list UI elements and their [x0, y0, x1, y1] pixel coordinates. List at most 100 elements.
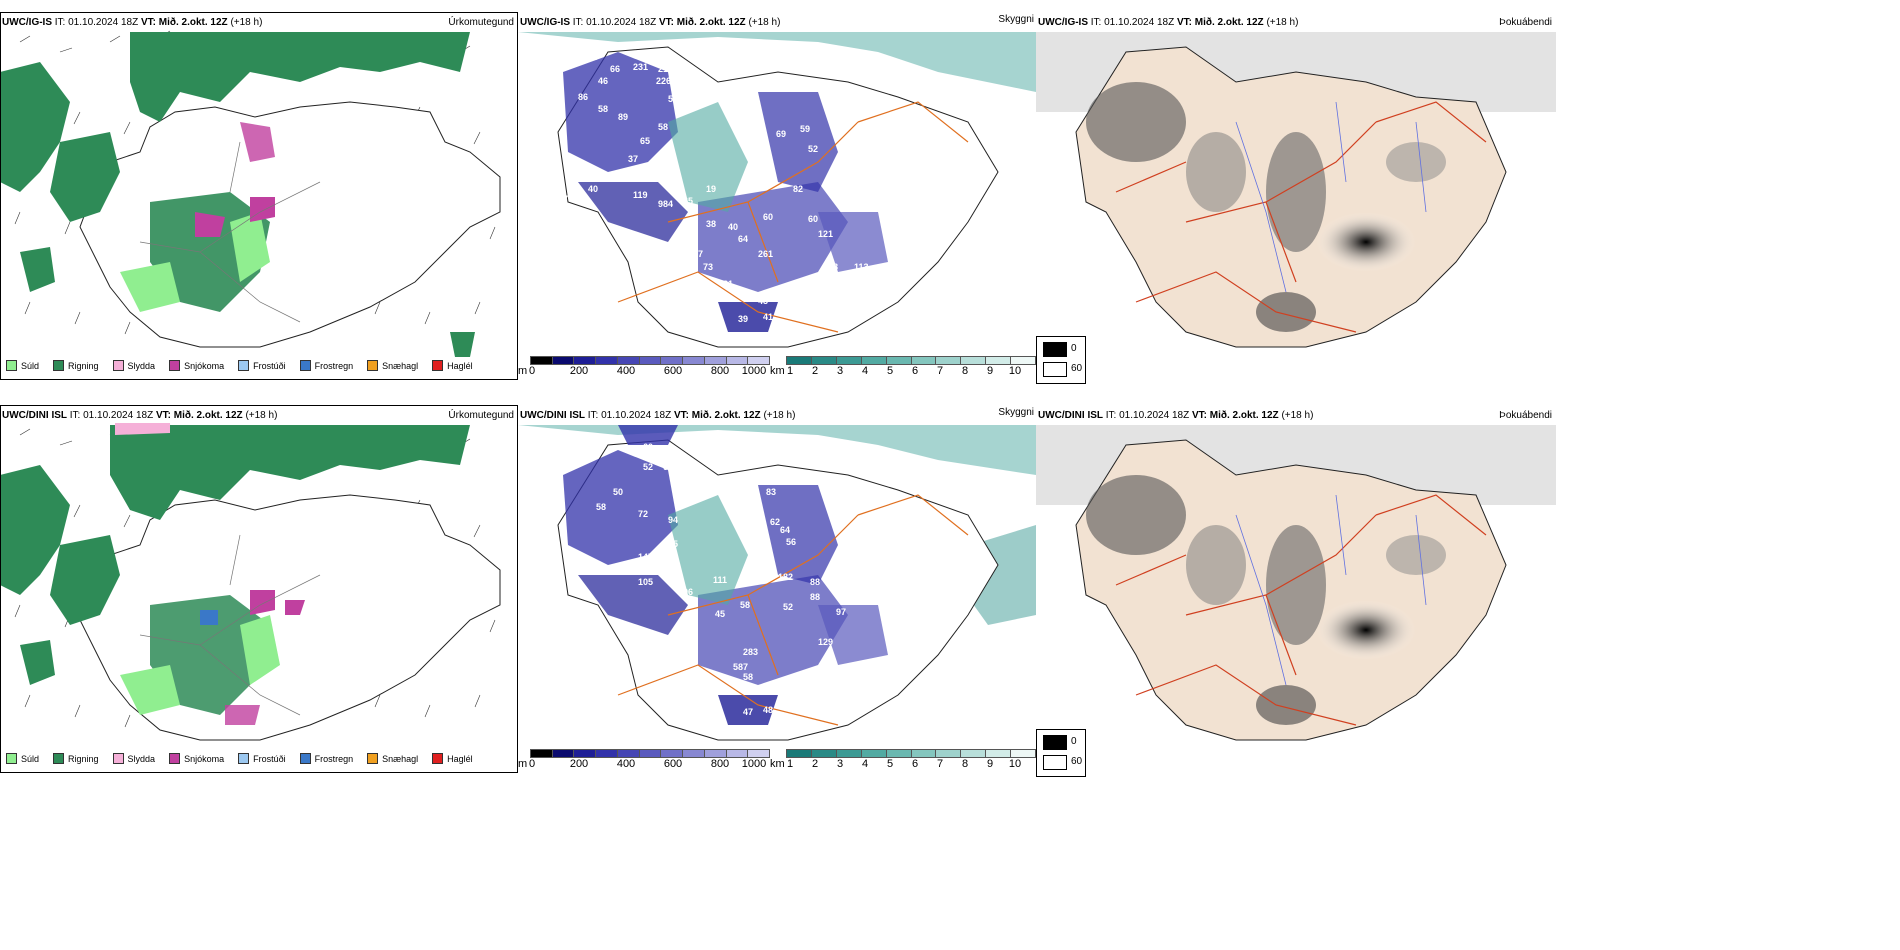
cloud-height-label: 52	[643, 462, 653, 472]
fog-legend-bottom: 0 60	[1036, 729, 1086, 777]
cloud-height-label: 58	[598, 104, 608, 114]
cloud-height-label: 97	[836, 607, 846, 617]
legend-item-frostudi: Frostúði	[238, 360, 286, 371]
cloud-height-label: 121	[818, 229, 833, 239]
legend-item-snaehagl: Snæhagl	[367, 753, 418, 764]
valid-label: VT:	[140, 17, 156, 28]
fog-legend-white	[1043, 755, 1067, 770]
cloud-height-label: 38	[706, 219, 716, 229]
precip-map-bottom	[0, 423, 501, 741]
panel-header: UWC/DINI ISL IT: 01.10.2024 18Z VT: Mið.…	[2, 410, 278, 421]
cloud-height-label: 40	[728, 222, 738, 232]
cloud-height-label: 96	[683, 587, 693, 597]
cloud-height-label: 147	[638, 552, 653, 562]
cloud-height-label: 47	[558, 194, 568, 204]
legend-item-snjokoma: Snjókoma	[169, 753, 224, 764]
legend-item-snjokoma: Snjókoma	[169, 360, 224, 371]
fog-legend-black	[1043, 735, 1067, 750]
cloud-height-label: 37	[628, 154, 638, 164]
cloud-height-label: 54	[668, 94, 678, 104]
cloud-height-label: 75	[668, 539, 678, 549]
legend-item-rigning: Rigning	[53, 360, 99, 371]
cloud-height-label: 231	[633, 62, 648, 72]
cloud-height-label: 58	[740, 600, 750, 610]
precip-areas	[0, 32, 475, 357]
cloud-height-label: 283	[743, 647, 758, 657]
cloud-height-label: 52	[808, 144, 818, 154]
precip-legend: Súld Rigning Slydda Snjókoma Frostúði Fr…	[6, 360, 473, 371]
precip-legend: Súld Rigning Slydda Snjókoma Frostúði Fr…	[6, 753, 473, 764]
legend-item-hagel: Haglél	[432, 360, 473, 371]
height-scale-top: m 0 200 400 600 800 1000	[518, 356, 770, 378]
cloud-height-label: 58	[658, 122, 668, 132]
init-time: IT: 01.10.2024 18Z	[54, 17, 139, 28]
cloud-height-label: 76	[588, 52, 598, 62]
cloud-height-label: 984	[658, 199, 673, 209]
cloud-height-label: 39	[738, 314, 748, 324]
model-name: UWC/IG-IS	[2, 17, 52, 28]
cloud-height-label: 64	[738, 234, 748, 244]
cloud-height-label: 86	[578, 92, 588, 102]
legend-swatch	[6, 360, 17, 371]
cloud-height-label: 188	[823, 262, 838, 272]
cloud-height-label: 82	[793, 184, 803, 194]
cloud-height-label: 19	[706, 184, 716, 194]
fog-legend-white	[1043, 362, 1067, 377]
cloud-height-label: 105	[638, 577, 653, 587]
cloud-height-label: 40	[588, 184, 598, 194]
cloud-height-label: 65	[640, 136, 650, 146]
panel-header: UWC/DINI ISL IT: 01.10.2024 18Z VT: Mið.…	[1038, 410, 1314, 421]
legend-item-slydda: Slydda	[112, 753, 155, 764]
legend-item-sud: Súld	[6, 360, 39, 371]
cloud-height-label: 52	[783, 602, 793, 612]
cloud-height-label: 62	[770, 517, 780, 527]
cloud-height-label: 94	[668, 515, 678, 525]
cloud-height-label: 65	[683, 196, 693, 206]
cloud-height-label: 41	[763, 312, 773, 322]
cloud-height-label: 50	[613, 487, 623, 497]
cloud-height-label: 91	[861, 276, 871, 286]
cloud-height-label: 46	[598, 76, 608, 86]
valid-time: Mið. 2.okt. 12Z	[158, 17, 228, 28]
cloud-height-label: 60	[643, 442, 653, 452]
cloud-height-label: 226	[656, 76, 671, 86]
panel-title-precip: Úrkomutegund	[448, 410, 514, 421]
cloud-height-label: 89	[618, 112, 628, 122]
cloud-height-label: 58	[743, 672, 753, 682]
height-colorbar	[530, 356, 770, 365]
cloud-height-label: 113	[854, 262, 869, 272]
panel-title-cloud: Skyggni	[998, 407, 1034, 418]
legend-item-slydda: Slydda	[112, 360, 155, 371]
cloud-areas	[563, 52, 888, 332]
panel-title-fog: Þokuábendi	[1499, 17, 1552, 28]
cloud-height-label: 58	[596, 502, 606, 512]
precip-type-panel-top: UWC/IG-IS IT: 01.10.2024 18Z VT: Mið. 2.…	[0, 12, 518, 380]
legend-item-snaehagl: Snæhagl	[367, 360, 418, 371]
cloud-height-label: 111	[713, 575, 727, 585]
cloud-height-label: 60	[763, 212, 773, 222]
panel-title-fog: Þokuábendi	[1499, 410, 1552, 421]
lead-time: (+18 h)	[230, 17, 263, 28]
cloud-base-panel-top: 76 66 231 212 46 226 86 54 58 89 58 65 37 40 47 119 984 1…	[518, 12, 1036, 380]
panel-header: UWC/IG-IS IT: 01.10.2024 18Z VT: Mið. 2.…	[520, 17, 781, 28]
legend-item-frostudi: Frostúði	[238, 753, 286, 764]
cloud-height-label: 261	[758, 249, 773, 259]
cloud-height-label: 61	[746, 505, 756, 515]
cloud-height-label: 59	[800, 124, 810, 134]
fog-areas	[1086, 82, 1446, 332]
cloud-height-label: 119	[633, 190, 648, 200]
cloud-height-label: 129	[818, 637, 833, 647]
panel-header: UWC/DINI ISL IT: 01.10.2024 18Z VT: Mið.…	[520, 410, 796, 421]
cloud-height-label: 56	[786, 537, 796, 547]
precip-type-panel-bottom: UWC/DINI ISL IT: 01.10.2024 18Z VT: Mið.…	[0, 405, 518, 773]
cloud-height-label: 37	[693, 249, 703, 259]
cloud-height-label: 69	[776, 129, 786, 139]
height-scale-bottom: m 0 200 400 600 800 1000	[518, 749, 770, 771]
fog-panel-bottom: UWC/DINI ISL IT: 01.10.2024 18Z VT: Mið.…	[1036, 405, 1556, 773]
fog-legend-top: 0 60	[1036, 336, 1086, 384]
panel-title-precip: Úrkomutegund	[448, 17, 514, 28]
legend-item-rigning: Rigning	[53, 753, 99, 764]
cloud-height-label: 60	[808, 214, 818, 224]
